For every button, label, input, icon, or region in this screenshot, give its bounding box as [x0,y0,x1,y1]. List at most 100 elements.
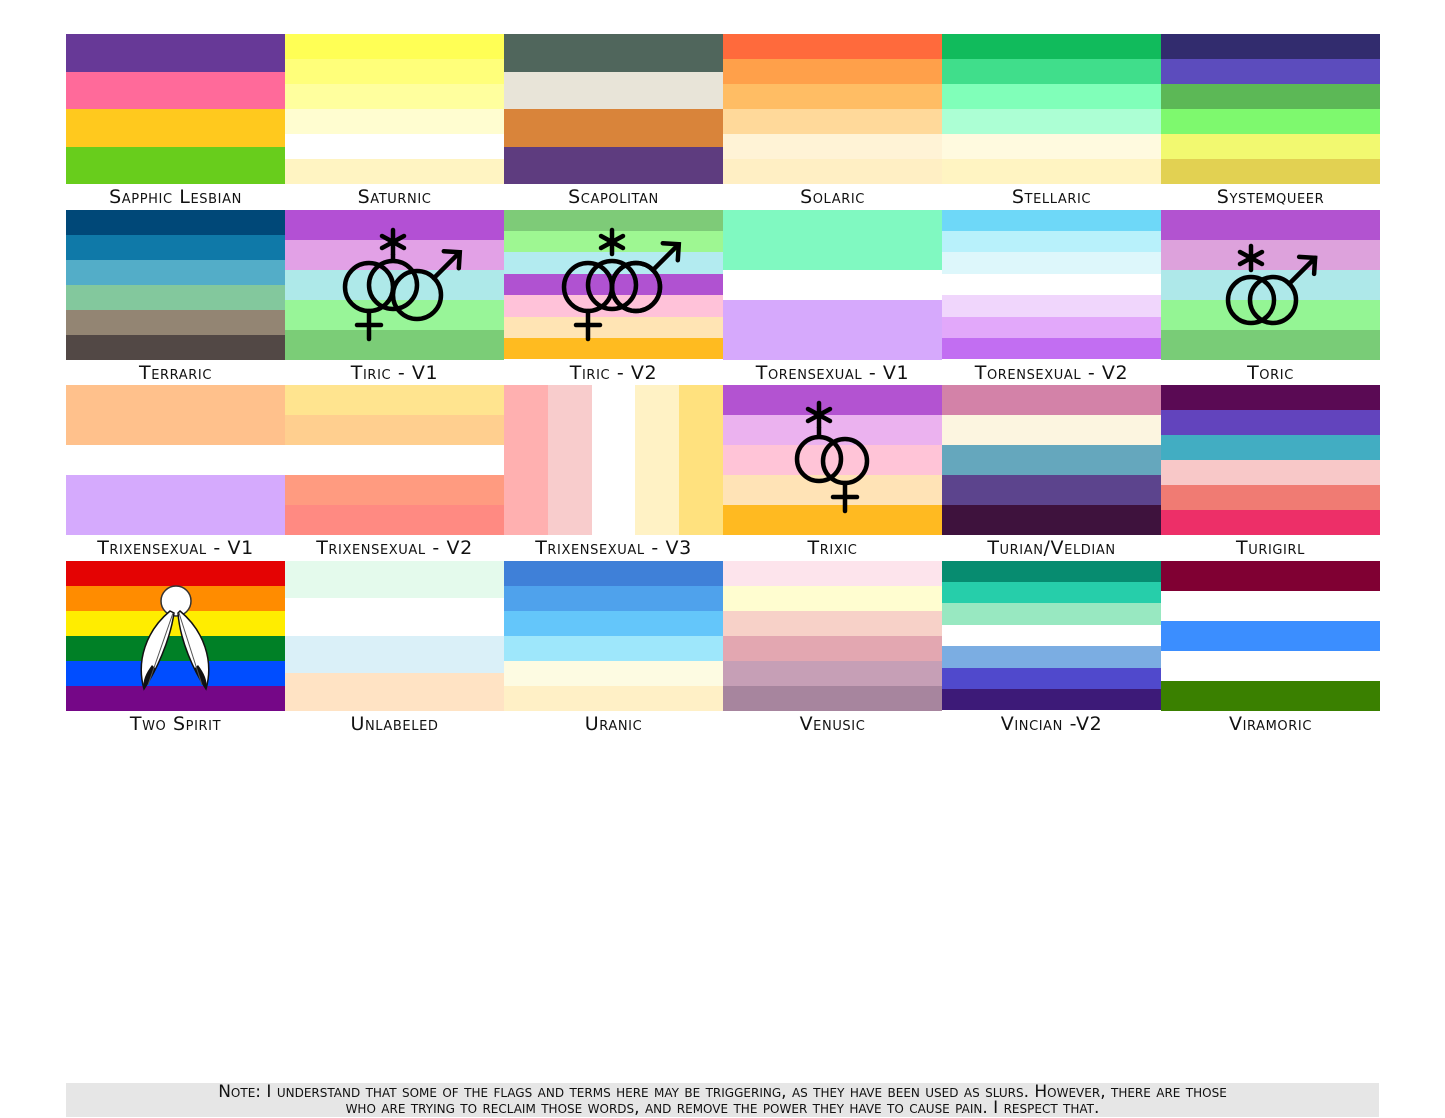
flag-image [942,385,1161,535]
flag-stripe [504,71,723,109]
flag-stripe [504,660,723,686]
flag-stripe [66,334,285,360]
flag-stripe [285,159,504,184]
flag-card: Systemqueer [1161,34,1380,210]
flag-stripe [1161,410,1380,435]
flag-stripe [66,109,285,147]
flag-image [66,385,285,535]
flag-stripe [1161,650,1380,681]
flag-card: Trixic [723,385,942,561]
flag-stripe [1161,109,1380,134]
flag-image [942,34,1161,184]
flag-stripe [723,84,942,109]
flag-label: Sapphic Lesbian [109,186,242,208]
flag-stripe [66,234,285,260]
flag-stripe [1161,680,1380,711]
flag-stripe [942,134,1161,159]
flag-stripe [942,445,1161,475]
gender-symbol-icon [794,400,870,514]
flag-stripe [285,560,504,598]
flag-image [723,560,942,711]
flag-label: Saturnic [357,186,432,208]
flag-stripe [679,385,723,535]
flag-stripe [635,385,680,535]
flag-stripe [723,560,942,586]
gender-symbol-icon [561,227,682,341]
flag-stripe [285,134,504,159]
flag-label: Scapolitan [568,186,659,208]
flag-card: Venusic [723,560,942,737]
flag-stripe [66,385,285,415]
flag-stripe [723,134,942,159]
flag-stripe [942,252,1161,274]
flag-stripe [1161,460,1380,485]
flag-card: Stellaric [942,34,1161,210]
flag-stripe [285,635,504,673]
flag-stripe [1161,590,1380,621]
flag-card: Vincian -V2 [942,560,1161,737]
flag-label: Vincian -V2 [1000,712,1103,735]
flag-label: Two Spirit [129,712,222,735]
flag-stripe [285,109,504,134]
flag-card: Trixensexual - V3 [504,385,723,561]
flag-stripe [66,284,285,310]
flag-stripe [285,505,504,535]
flag-card: Tiric - V1 [285,209,504,386]
flag-card: Trixensexual - V1 [66,385,285,561]
flag-stripe [547,385,592,535]
flag-stripe [723,59,942,84]
flag-label: Turigirl [1236,537,1305,559]
flag-stripe [66,445,285,475]
flag-stripe [942,316,1161,339]
flag-stripe [1161,84,1380,109]
flag-label: Trixensexual - V3 [535,537,692,559]
flag-label: Venusic [799,712,866,735]
flag-label: Toric [1247,361,1294,384]
flag-stripe [504,209,723,231]
flag-label: Uranic [584,712,643,735]
flag-stripe [1161,209,1380,240]
flag-stripe [66,146,285,184]
flag-label: Unlabeled [350,712,439,735]
flag-stripe [942,295,1161,317]
flag-stripe [504,610,723,636]
flag-stripe [1161,510,1380,535]
flag-stripe [723,610,942,636]
flag-stripe [942,338,1161,360]
flag-image [942,209,1161,360]
flag-image [504,560,723,711]
flag-stripe [723,505,942,535]
flag-stripe [66,505,285,535]
flag-card: Solaric [723,34,942,210]
flag-card: Terraric [66,209,285,386]
flag-stripe [723,269,942,300]
flag-stripe [942,646,1161,668]
flag-stripe [66,259,285,285]
flag-stripe [942,159,1161,184]
flag-stripe [504,585,723,611]
flag-stripe [1161,329,1380,360]
flag-card: Toric [1161,209,1380,386]
gender-symbol-icon [1225,243,1318,325]
flag-image [1161,34,1380,184]
flag-stripe [66,34,285,72]
flag-stripe [723,585,942,611]
flag-stripe [285,385,504,415]
flag-image [942,560,1161,711]
flag-stripe [1161,59,1380,84]
flag-stripe [285,59,504,84]
flag-stripe [504,560,723,586]
flag-stripe [723,660,942,686]
flag-stripe [504,34,723,72]
flag-stripe [66,309,285,335]
flag-label: Stellaric [1011,186,1092,208]
flag-stripe [942,109,1161,134]
flag-label: Trixic [807,537,858,559]
flag-label: Tiric - V1 [350,361,439,384]
flag-image [1161,209,1380,360]
disclaimer-note: Note: I understand that some of the flag… [66,1083,1379,1117]
flag-stripe [285,673,504,711]
flag-stripe [1161,435,1380,460]
flag-stripe [723,329,942,360]
flag-image [285,385,504,535]
